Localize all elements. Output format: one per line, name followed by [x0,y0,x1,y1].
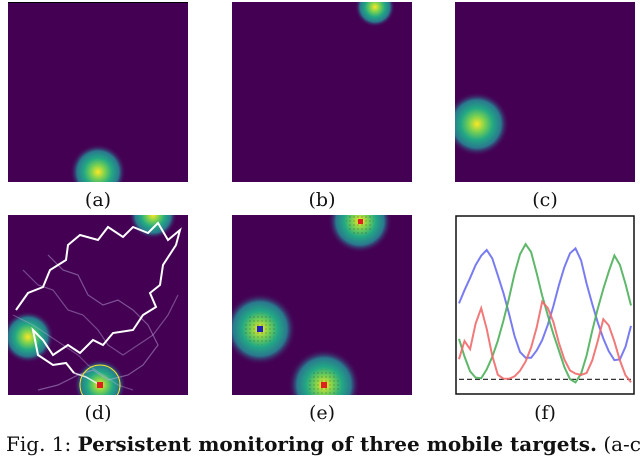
label-c: (c) [532,189,558,211]
target-blob [70,144,126,182]
heatmap-c [455,92,509,156]
target-blob [455,92,509,156]
target-marker [358,219,363,224]
agent-path [15,221,182,374]
series-line-3 [458,299,632,383]
target-blob [8,311,54,363]
label-f: (f) [534,402,556,424]
target-dots [346,215,374,235]
panel-a [8,2,188,182]
faint-path [22,269,179,356]
agent-path-tail [73,372,101,386]
target-blob [74,359,126,395]
target-blob [355,2,395,27]
label-a: (a) [84,189,112,211]
target-marker [97,382,103,388]
caption-prefix: Fig. 1: [6,432,78,456]
label-b: (b) [308,189,336,211]
panel-f [455,215,635,395]
faint-path [12,314,134,391]
target-marker [321,382,327,388]
figure-caption: Fig. 1: Persistent monitoring of three m… [6,432,640,456]
heatmap-b [355,2,395,27]
faint-path [37,254,159,391]
line-plot-f [455,215,635,395]
sensor-range-circle [79,364,121,395]
caption-suffix: (a-c) [603,432,640,456]
heatmap-e [232,215,392,395]
target-marker [257,326,263,332]
label-d: (d) [84,402,112,424]
caption-bold: Persistent monitoring of three mobile ta… [77,432,597,456]
panel-b [232,2,412,182]
panel-e [232,215,412,395]
label-e: (e) [308,402,336,424]
heatmap-d [8,215,182,395]
heatmap-a [8,2,188,182]
panel-c [455,2,635,182]
panel-d [8,215,188,395]
series-line-1 [458,246,632,362]
